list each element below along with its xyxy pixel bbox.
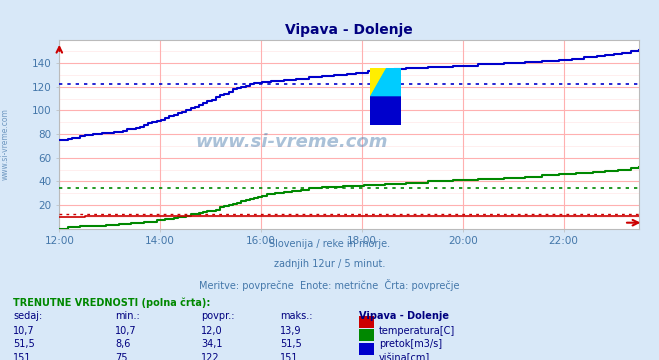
Text: Vipava - Dolenje: Vipava - Dolenje [359,311,449,321]
Text: 122: 122 [201,353,219,360]
Text: www.si-vreme.com: www.si-vreme.com [1,108,10,180]
Text: Slovenija / reke in morje.: Slovenija / reke in morje. [269,239,390,249]
Text: 13,9: 13,9 [280,326,302,336]
Text: pretok[m3/s]: pretok[m3/s] [379,339,442,349]
Title: Vipava - Dolenje: Vipava - Dolenje [285,23,413,37]
Bar [386,68,401,96]
Text: višina[cm]: višina[cm] [379,353,430,360]
Text: 75: 75 [115,353,128,360]
Text: www.si-vreme.com: www.si-vreme.com [195,132,387,150]
Text: 10,7: 10,7 [115,326,137,336]
Text: 8,6: 8,6 [115,339,130,349]
Text: maks.:: maks.: [280,311,312,321]
Polygon shape [370,68,401,96]
Text: temperatura[C]: temperatura[C] [379,326,455,336]
Polygon shape [370,68,386,96]
Text: 151: 151 [13,353,32,360]
Text: povpr.:: povpr.: [201,311,235,321]
Polygon shape [386,68,401,96]
Text: Meritve: povprečne  Enote: metrične  Črta: povprečje: Meritve: povprečne Enote: metrične Črta:… [199,279,460,291]
Polygon shape [370,68,386,96]
Text: 34,1: 34,1 [201,339,223,349]
Text: 151: 151 [280,353,299,360]
Text: zadnjih 12ur / 5 minut.: zadnjih 12ur / 5 minut. [273,259,386,269]
Text: TRENUTNE VREDNOSTI (polna črta):: TRENUTNE VREDNOSTI (polna črta): [13,297,211,307]
Text: 12,0: 12,0 [201,326,223,336]
Text: 51,5: 51,5 [13,339,35,349]
Text: min.:: min.: [115,311,140,321]
Bar [370,68,386,96]
Text: sedaj:: sedaj: [13,311,42,321]
Text: 51,5: 51,5 [280,339,302,349]
Text: 10,7: 10,7 [13,326,35,336]
Bar [370,96,401,125]
